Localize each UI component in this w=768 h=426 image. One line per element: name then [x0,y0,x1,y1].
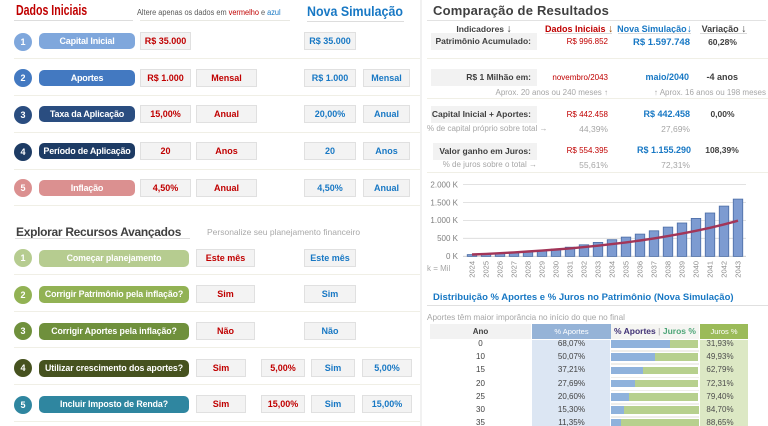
svg-text:2033: 2033 [594,261,603,278]
svg-text:2040: 2040 [692,261,701,278]
svg-text:2030: 2030 [552,261,561,278]
svg-text:2025: 2025 [482,261,491,278]
svg-text:2043: 2043 [734,261,743,278]
svg-text:2037: 2037 [650,261,659,278]
svg-text:2036: 2036 [636,261,645,278]
svg-text:2029: 2029 [538,261,547,278]
svg-text:2026: 2026 [496,261,505,278]
svg-text:0 K: 0 K [446,252,459,261]
svg-text:2041: 2041 [706,261,715,278]
svg-text:2024: 2024 [468,261,477,278]
svg-text:2031: 2031 [566,261,575,278]
svg-text:1.500 K: 1.500 K [430,198,458,207]
svg-text:1.000 K: 1.000 K [430,216,458,225]
svg-text:2.000 K: 2.000 K [430,180,458,189]
svg-text:k = Mil: k = Mil [427,264,451,273]
svg-text:2027: 2027 [510,261,519,278]
svg-text:2039: 2039 [678,261,687,278]
svg-text:2028: 2028 [524,261,533,278]
svg-text:2038: 2038 [664,261,673,278]
svg-text:2042: 2042 [720,261,729,278]
svg-text:2032: 2032 [580,261,589,278]
svg-text:500 K: 500 K [437,234,459,243]
svg-text:2034: 2034 [608,261,617,278]
svg-text:2035: 2035 [622,261,631,278]
